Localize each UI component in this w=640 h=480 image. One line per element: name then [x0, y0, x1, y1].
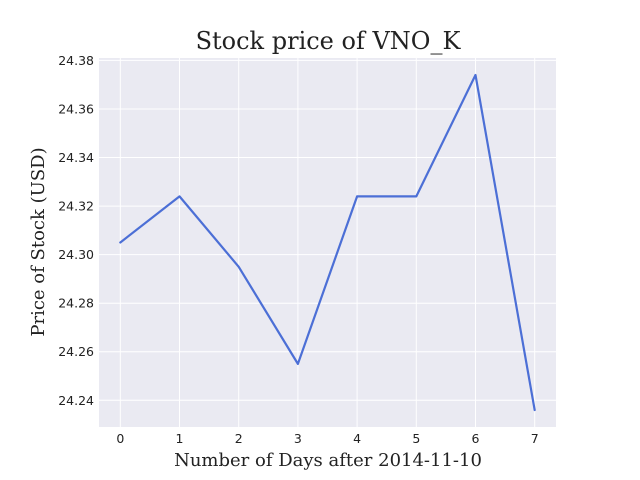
- x-tick-label: 0: [116, 431, 124, 446]
- x-tick-label: 1: [176, 431, 184, 446]
- y-tick-label: 24.24: [58, 393, 94, 408]
- x-tick-label: 7: [531, 431, 539, 446]
- plot-area: [99, 58, 556, 427]
- y-tick-label: 24.28: [58, 296, 94, 311]
- x-axis-label: Number of Days after 2014-11-10: [174, 450, 482, 471]
- y-tick-label: 24.30: [58, 247, 94, 262]
- x-tick-label: 6: [472, 431, 480, 446]
- x-gridlines: [119, 58, 536, 427]
- y-tick-label: 24.34: [58, 150, 94, 165]
- y-axis-label: Price of Stock (USD): [28, 147, 49, 336]
- y-gridlines: [99, 59, 556, 401]
- y-tick-label: 24.26: [58, 344, 94, 359]
- y-tick-labels: 24.24 24.26 24.28 24.30 24.32 24.34 24.36 24.38: [58, 53, 94, 408]
- x-tick-label: 5: [412, 431, 420, 446]
- series-group: [119, 73, 536, 412]
- x-tick-label: 4: [353, 431, 361, 446]
- x-tick-labels: 0 1 2 3 4 5 6 7: [116, 431, 538, 446]
- series-line: [119, 73, 536, 412]
- y-tick-label: 24.38: [58, 53, 94, 68]
- y-tick-label: 24.36: [58, 101, 94, 116]
- x-tick-label: 3: [294, 431, 302, 446]
- y-tick-label: 24.32: [58, 199, 94, 214]
- x-tick-label: 2: [235, 431, 243, 446]
- chart-title: Stock price of VNO_K: [196, 27, 462, 55]
